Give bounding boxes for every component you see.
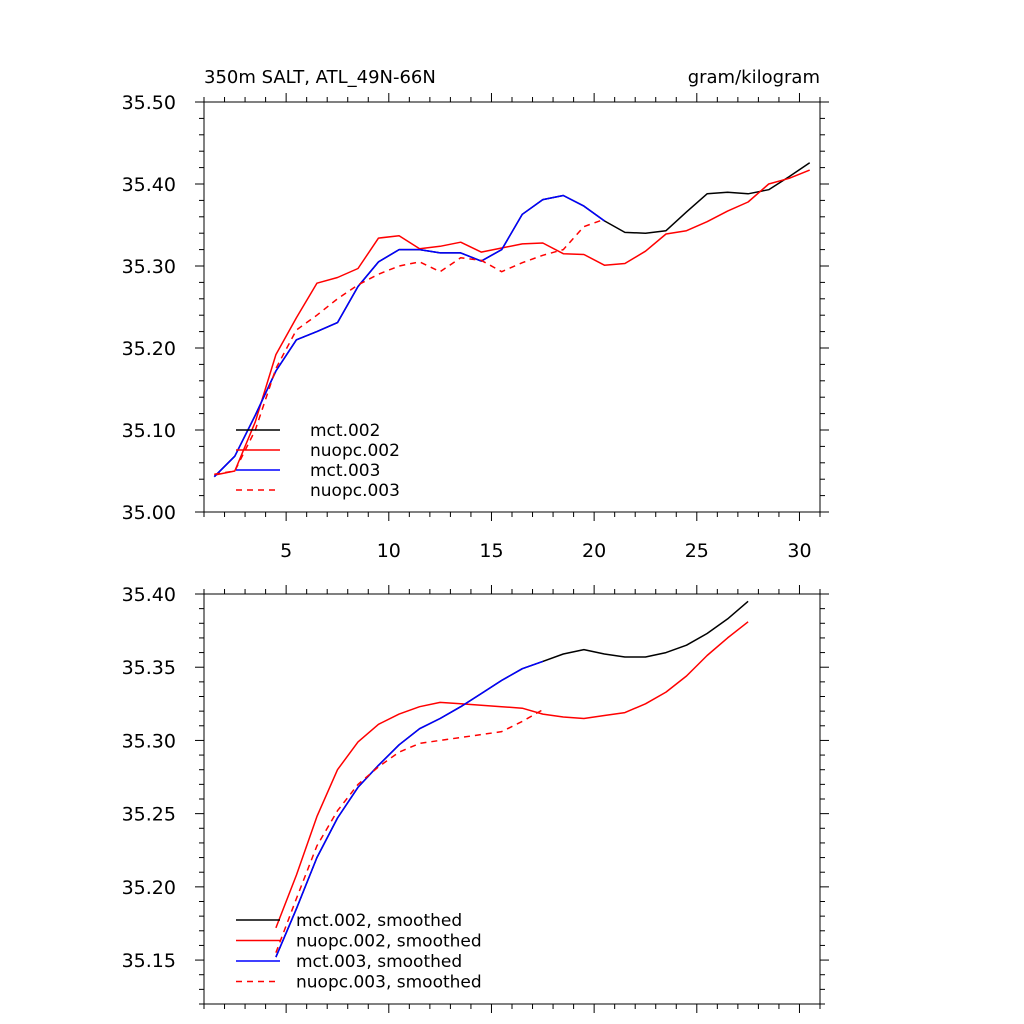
x-tick-label: 25 bbox=[685, 540, 709, 562]
x-tick-label: 15 bbox=[479, 540, 503, 562]
y-tick-label: 35.00 bbox=[122, 502, 176, 524]
legend-label: mct.003, smoothed bbox=[296, 952, 462, 972]
top-panel-units: gram/kilogram bbox=[688, 67, 820, 88]
x-tick-label: 5 bbox=[280, 540, 292, 562]
y-tick-label: 35.35 bbox=[122, 657, 176, 679]
top-tick-layer: 5 10 15 20 25 30 35.00 35.10 35.20 35.30 35.40 35.5… bbox=[122, 92, 829, 562]
series-line-nuopc-003-smoothed bbox=[275, 709, 544, 953]
y-tick-label: 35.10 bbox=[122, 420, 176, 442]
x-tick-label: 20 bbox=[582, 540, 606, 562]
y-tick-label: 35.15 bbox=[122, 950, 176, 972]
bottom-panel: 35.15 35.20 35.25 35.30 35.35 35.40 mct.002, … bbox=[122, 584, 829, 1013]
legend-label: nuopc.003, smoothed bbox=[296, 973, 482, 993]
legend-label: mct.002, smoothed bbox=[296, 911, 462, 931]
legend-label: nuopc.002, smoothed bbox=[296, 932, 482, 952]
x-tick-label: 10 bbox=[377, 540, 401, 562]
y-tick-label: 35.40 bbox=[122, 174, 176, 196]
top-panel: 350m SALT, ATL_49N-66N gram/kilogram 5 10… bbox=[122, 67, 829, 562]
series-line-mct-003 bbox=[213, 194, 605, 478]
legend-label: nuopc.002 bbox=[310, 441, 400, 461]
legend-label: mct.002 bbox=[310, 421, 380, 441]
series-line-nuopc-002-smoothed bbox=[275, 621, 749, 929]
bottom-tick-layer: 35.15 35.20 35.25 35.30 35.35 35.40 bbox=[122, 584, 829, 1013]
x-tick-label: 30 bbox=[787, 540, 811, 562]
y-tick-label: 35.40 bbox=[122, 584, 176, 606]
series-line-mct-003-smoothed bbox=[275, 660, 544, 958]
series-line-nuopc-002 bbox=[214, 169, 810, 476]
top-series-layer bbox=[213, 162, 811, 478]
y-tick-label: 35.50 bbox=[122, 92, 176, 114]
y-tick-label: 35.20 bbox=[122, 338, 176, 360]
y-tick-label: 35.20 bbox=[122, 877, 176, 899]
y-tick-label: 35.25 bbox=[122, 804, 176, 826]
bottom-series-layer bbox=[275, 600, 749, 958]
legend-label: nuopc.003 bbox=[310, 481, 400, 501]
y-tick-label: 35.30 bbox=[122, 256, 176, 278]
y-tick-label: 35.30 bbox=[122, 730, 176, 752]
legend-label: mct.003 bbox=[310, 461, 380, 481]
top-panel-title: 350m SALT, ATL_49N-66N bbox=[204, 67, 436, 88]
